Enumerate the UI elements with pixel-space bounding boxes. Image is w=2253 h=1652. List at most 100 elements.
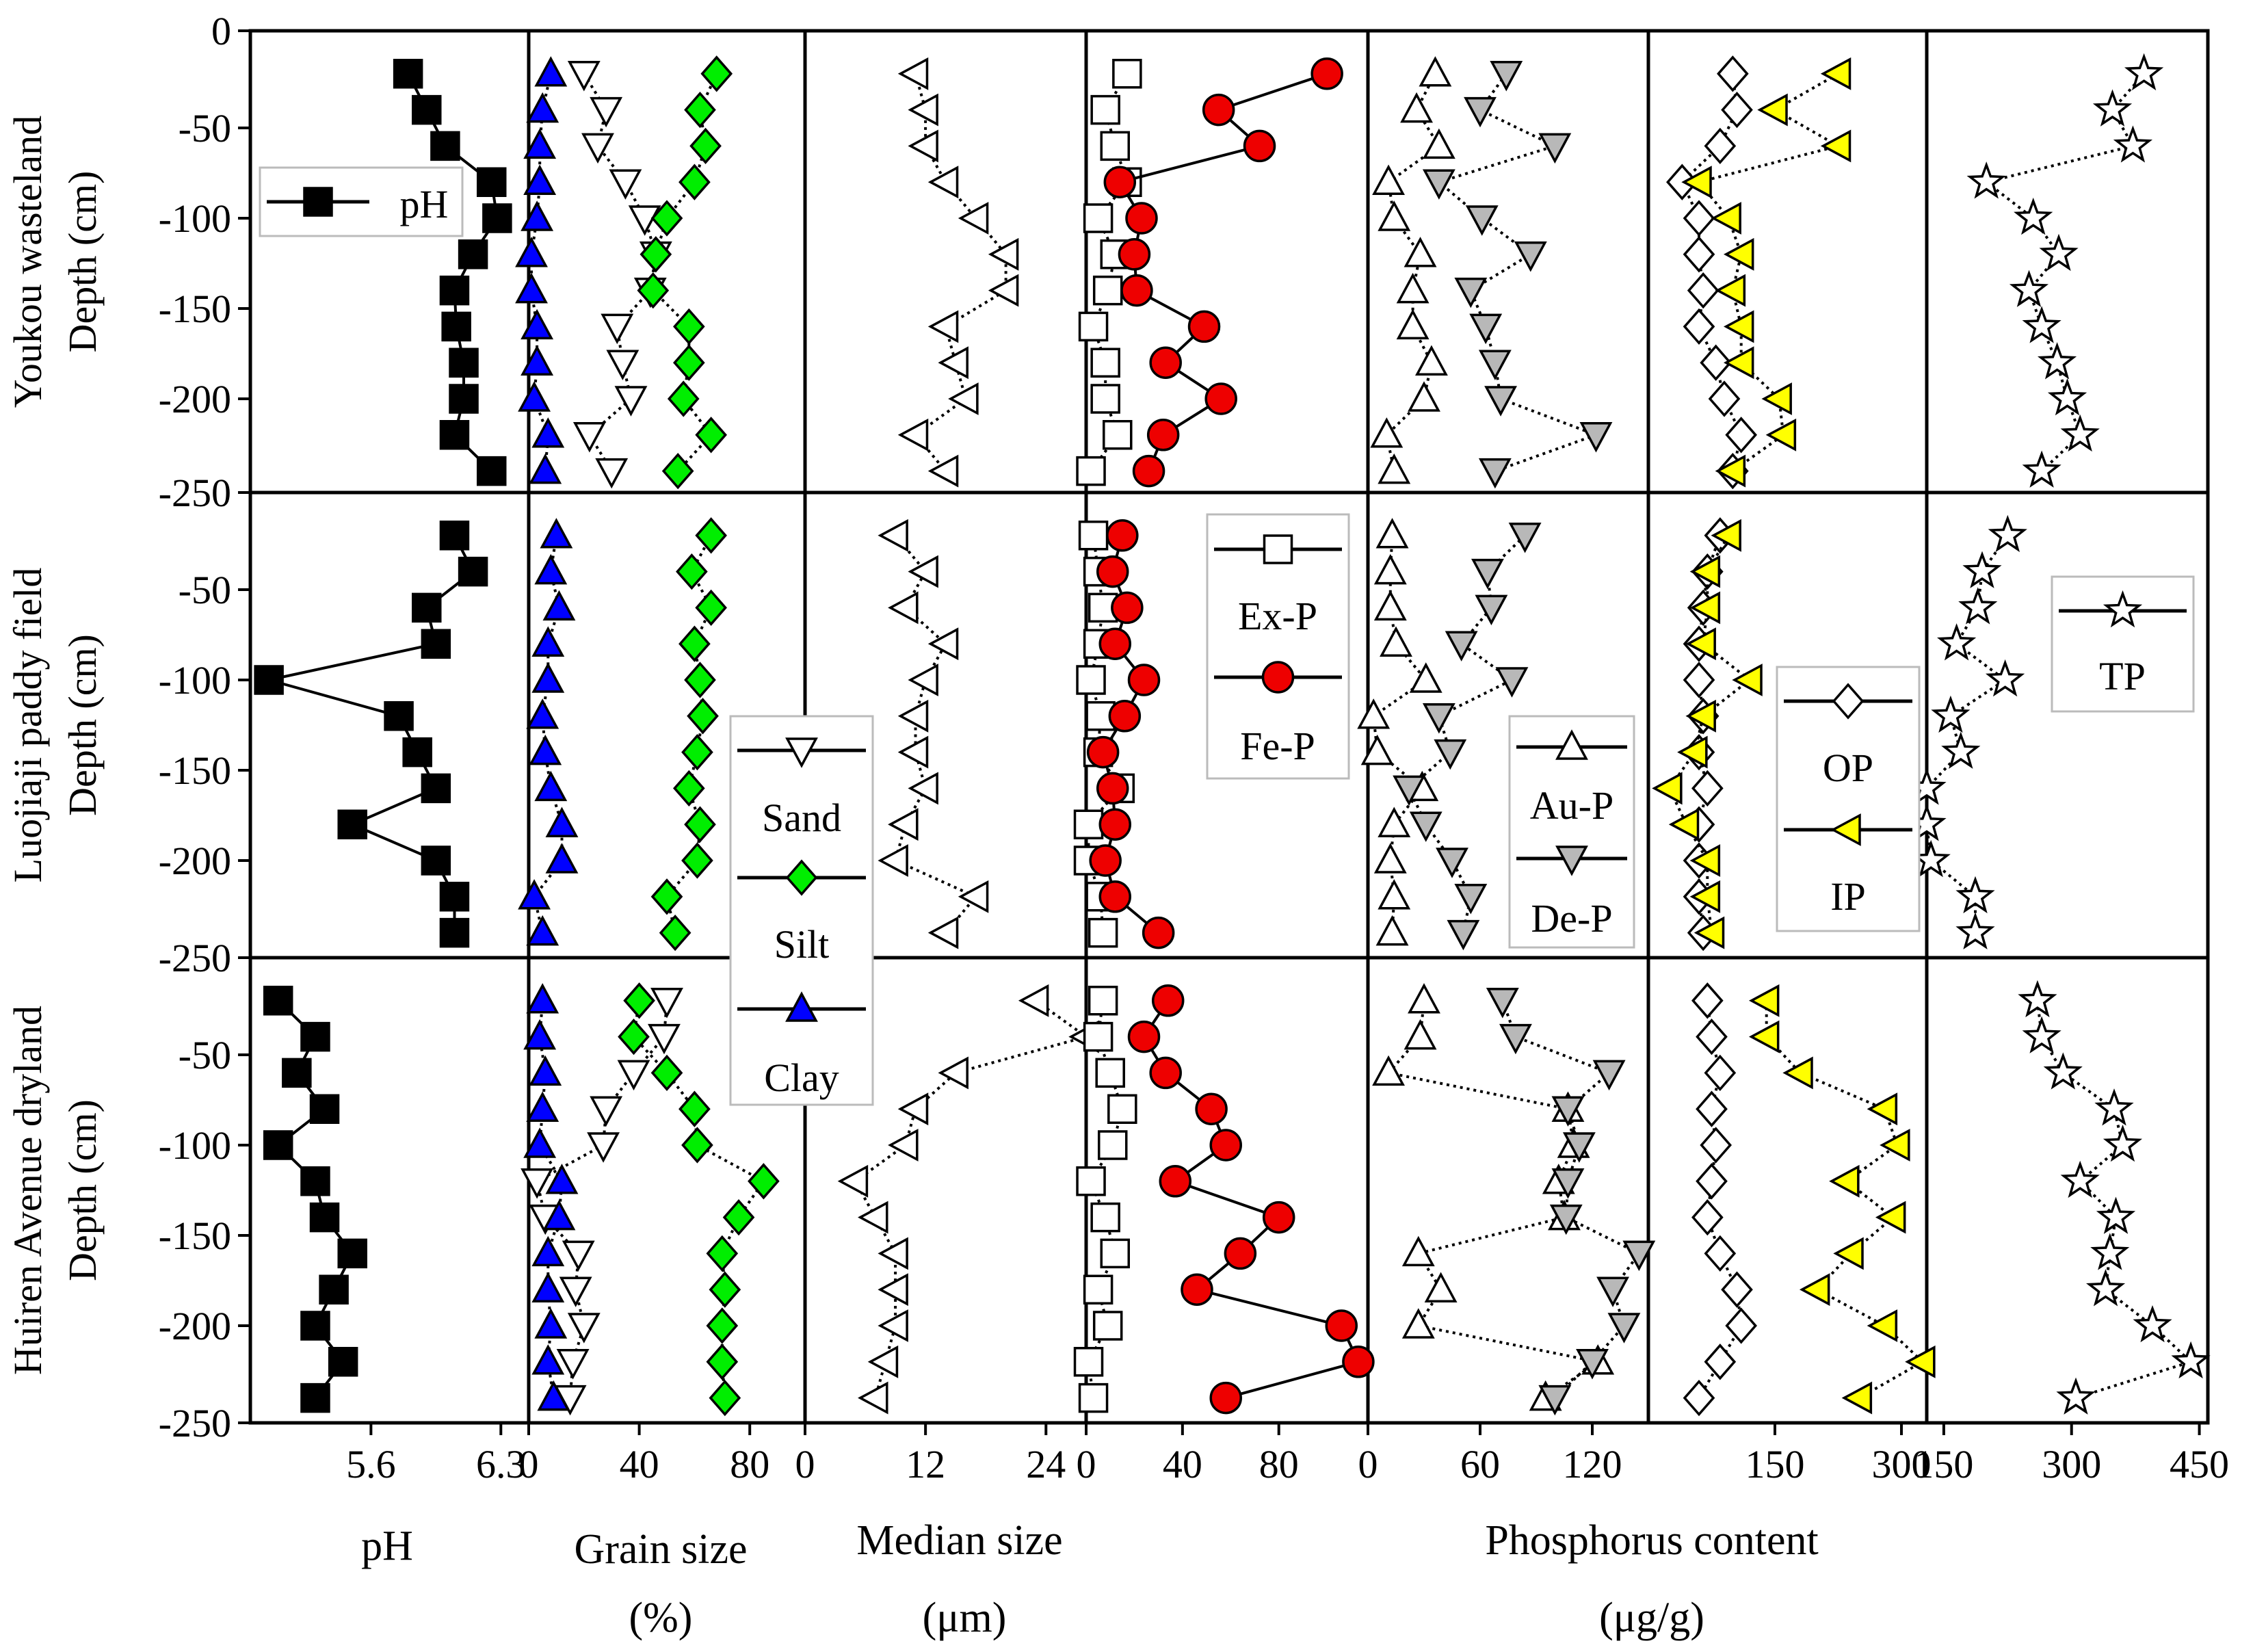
- data-point: [1204, 382, 1237, 415]
- data-point: [319, 1274, 349, 1304]
- data-point: [938, 346, 969, 380]
- data-point: [1090, 1202, 1120, 1233]
- series-silt: [637, 55, 733, 490]
- data-point: [2124, 53, 2164, 91]
- data-point: [1799, 1273, 1830, 1307]
- legend-grain: [729, 715, 874, 1106]
- data-point: [1076, 1166, 1106, 1196]
- data-point: [1262, 1201, 1295, 1234]
- data-point: [650, 1054, 683, 1092]
- data-point: [601, 313, 634, 345]
- series-line: [1680, 73, 1743, 472]
- data-point: [2096, 1196, 2136, 1234]
- data-point: [1829, 1164, 1860, 1198]
- data-point: [1966, 161, 2006, 199]
- data-point: [521, 1168, 554, 1199]
- series-silt: [618, 982, 780, 1417]
- data-point: [1833, 1237, 1864, 1270]
- y-tick-label: -200: [159, 839, 231, 883]
- legend-marker: [1261, 661, 1295, 694]
- row-title-site: Luojiaji paddy field: [5, 568, 50, 883]
- y-tick-label: -250: [159, 1401, 231, 1445]
- data-point: [534, 553, 568, 585]
- series-line: [853, 999, 1090, 1399]
- legend-label: Au-P: [1530, 783, 1613, 828]
- legend-label: Fe-P: [1240, 724, 1315, 768]
- data-point: [988, 274, 1019, 307]
- data-point: [659, 914, 691, 952]
- data-point: [948, 382, 979, 415]
- data-point: [537, 1380, 570, 1411]
- data-point: [1508, 523, 1542, 553]
- series-line: [1436, 73, 1600, 473]
- data-point: [1090, 94, 1120, 125]
- data-point: [531, 1235, 565, 1267]
- data-point: [1683, 661, 1715, 698]
- y-tick-label: -250: [159, 471, 231, 515]
- data-point: [263, 986, 293, 1016]
- data-point: [2014, 197, 2053, 235]
- data-point: [1841, 1381, 1873, 1415]
- data-point: [1761, 382, 1792, 415]
- series-fe-p: [1127, 984, 1375, 1415]
- data-point: [1551, 1168, 1585, 1199]
- series-tp: [1966, 53, 2164, 488]
- data-point: [439, 917, 470, 948]
- data-point: [263, 1130, 293, 1160]
- data-point: [908, 772, 938, 805]
- data-point: [1396, 272, 1429, 304]
- data-point: [1725, 1307, 1757, 1344]
- legend-label: De-P: [1531, 896, 1612, 941]
- series-clay: [518, 518, 579, 946]
- data-point: [1696, 1090, 1728, 1127]
- data-point: [1689, 844, 1721, 877]
- data-point: [282, 1058, 312, 1088]
- data-point: [1096, 772, 1129, 805]
- series-clay: [523, 983, 579, 1411]
- data-point: [540, 518, 573, 549]
- series-op: [1666, 55, 1757, 490]
- data-point: [581, 133, 614, 164]
- data-point: [722, 1198, 755, 1236]
- data-point: [988, 237, 1019, 271]
- data-point: [545, 807, 579, 837]
- data-point: [1111, 591, 1144, 625]
- data-point: [1721, 1271, 1753, 1308]
- series-fe-p: [1103, 57, 1343, 488]
- data-point: [1475, 594, 1508, 626]
- data-point: [1149, 346, 1182, 379]
- data-point: [521, 309, 554, 340]
- y-tick-label: -250: [159, 936, 231, 980]
- data-point: [1596, 1276, 1629, 1307]
- data-point: [439, 275, 470, 306]
- data-point: [1083, 1021, 1114, 1052]
- data-point: [1090, 348, 1120, 378]
- data-point: [1988, 514, 2027, 553]
- data-point: [1700, 1127, 1732, 1164]
- data-point: [609, 169, 642, 200]
- data-point: [681, 733, 713, 771]
- data-point: [412, 592, 442, 623]
- series-ex-p: [1073, 986, 1137, 1413]
- data-point: [458, 556, 488, 587]
- data-point: [2085, 1269, 2126, 1307]
- data-point: [1310, 57, 1343, 90]
- data-point: [1941, 731, 1981, 769]
- data-point: [700, 55, 733, 92]
- data-point: [2037, 342, 2077, 380]
- data-point: [2047, 378, 2087, 416]
- data-point: [2113, 125, 2153, 163]
- data-point: [1434, 739, 1467, 770]
- series-line: [583, 73, 657, 472]
- data-point: [650, 200, 683, 237]
- plot-frame: [248, 29, 2210, 1425]
- data-point: [695, 417, 727, 454]
- data-point: [300, 1021, 330, 1052]
- data-point: [337, 809, 367, 839]
- data-point: [2022, 1016, 2061, 1053]
- data-point: [1717, 55, 1749, 92]
- data-point: [1078, 1382, 1109, 1413]
- data-point: [439, 521, 470, 551]
- data-point: [1378, 807, 1411, 837]
- series-line: [1142, 999, 1360, 1400]
